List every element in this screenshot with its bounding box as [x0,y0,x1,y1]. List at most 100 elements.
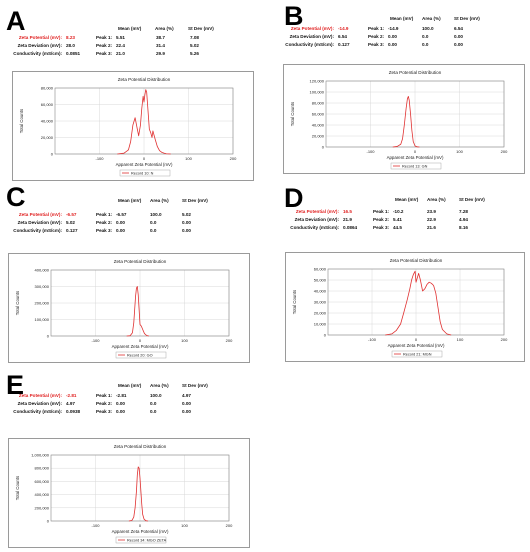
x-tick-label: 100 [456,149,463,154]
peak-area: 100.0 [150,212,162,217]
header-stdev: St Dev (mV) [188,26,214,31]
peak-area: 0.0 [422,42,429,47]
legend-label: Record 21: MGN [403,353,432,357]
legend-label: Record 20: GO [127,354,153,358]
y-tick-label: 200,000 [35,505,50,510]
legend-box [390,162,442,170]
stats-block: Mean (mV) Area (%) St Dev (mV) Zeta Pote… [10,198,250,243]
header-area: Area (%) [155,26,174,31]
chart-box: Zeta Potential Distribution 0 20,000 40,000… [12,71,254,181]
peak-label: Peak 3: [96,409,113,414]
y-tick-label: 60,000 [41,102,54,107]
chart-title: Zeta Potential Distribution [118,77,171,82]
y-tick-label: 400,000 [35,492,50,497]
y-tick-label: 120,000 [310,79,325,84]
y-tick-label: 100,000 [35,317,50,322]
plot-frame [50,454,230,522]
peak-label: Peak 2: [96,401,113,406]
chart-title: Zeta Potential Distribution [389,70,442,75]
y-axis-label: Total Counts [292,289,297,314]
peak-stdev: 0.00 [454,42,463,47]
x-tick-label: 100 [457,337,464,342]
peak-mean: 5.51 [116,35,125,40]
stats-block: Mean (mV) Area (%) St Dev (mV) Zeta Pote… [10,383,250,428]
header-stdev: St Dev (mV) [182,198,208,203]
y-axis-label: Total Counts [19,108,24,133]
peak-label: Peak 2: [96,220,113,225]
x-tick-label: -100 [91,523,100,528]
x-tick-label: -100 [91,338,100,343]
peak-stdev: 5.02 [182,212,191,217]
peak-area: 0.0 [422,34,429,39]
peak-stdev: 0.00 [182,220,191,225]
peak-mean: -2.81 [116,393,127,398]
legend-label: Record 34: MGO ZETA [127,539,167,543]
x-axis-label: Apparent Zeta Potential (mV) [112,344,169,349]
peak-stdev: 5.26 [190,51,199,56]
chart-title: Zeta Potential Distribution [114,444,167,449]
conductivity-value: 0.0938 [66,409,81,414]
y-axis-label: Total Counts [15,475,20,500]
y-tick-label: 0 [324,333,327,338]
y-tick-label: 60,000 [314,267,327,272]
peak-mean: 0.00 [116,409,125,414]
zeta-deviation-label: Zeta Deviation (mV): [17,220,62,225]
series-line [117,89,171,155]
header-stdev: St Dev (mV) [182,383,208,388]
peak-area: 31.4 [156,43,165,48]
peak-label: Peak 1: [96,212,113,217]
peak-stdev: 4.97 [182,393,191,398]
peak-stdev: 4.94 [459,217,468,222]
y-tick-label: 50,000 [314,278,327,283]
peak-stdev: 0.00 [182,401,191,406]
series-line [392,95,420,148]
y-tick-label: 20,000 [312,134,325,139]
zeta-distribution-chart: Zeta Potential Distribution 0 20,000 40,000… [290,70,508,170]
peak-area: 29.9 [156,51,165,56]
peak-mean: 0.00 [388,34,397,39]
chart-title: Zeta Potential Distribution [390,258,443,263]
peak-mean: 0.00 [116,228,125,233]
legend-box [391,350,443,358]
peak-mean: 0.00 [116,220,125,225]
series-line [385,270,452,336]
peak-label: Peak 2: [96,43,113,48]
conductivity-label: Conductivity (mS/cm): [290,225,339,230]
x-tick-label: 0 [414,149,417,154]
panel-letter: D [284,183,304,213]
header-stdev: St Dev (mV) [459,197,485,202]
peak-area: 0.0 [150,401,157,406]
zeta-deviation-value: 6.54 [338,34,347,39]
x-tick-label: 100 [181,523,188,528]
plot-frame [327,268,505,336]
header-area: Area (%) [422,16,441,21]
y-tick-label: 800,000 [35,466,50,471]
y-tick-label: 100,000 [310,90,325,95]
peak-mean: 0.00 [388,42,397,47]
zeta-deviation-label: Zeta Deviation (mV): [17,43,62,48]
peak-area: 100.0 [150,393,162,398]
peak-label: Peak 1: [373,209,390,214]
legend-label: Record 13: GN [402,165,428,169]
y-tick-label: 0 [51,152,54,157]
zeta-potential-label: Zeta Potential (mV): [18,393,62,398]
panel-letter: A [6,6,26,36]
conductivity-value: 0.0851 [66,51,81,56]
y-tick-label: 40,000 [312,123,325,128]
peak-label: Peak 3: [368,42,385,47]
peak-mean: 0.00 [116,401,125,406]
conductivity-label: Conductivity (mS/cm): [13,51,62,56]
y-tick-label: 0 [322,145,325,150]
x-tick-label: -100 [366,149,375,154]
stats-block: Mean (mV) Area (%) St Dev (mV) Zeta Pote… [287,197,527,242]
legend-box [119,169,171,177]
legend-label: Record 10: N [131,172,154,176]
peak-label: Peak 3: [96,228,113,233]
x-axis-label: Apparent Zeta Potential (mV) [388,343,445,348]
peak-area: 0.0 [150,409,157,414]
header-area: Area (%) [427,197,446,202]
zeta-distribution-chart: Zeta Potential Distribution 0 10,000 20,000… [292,258,508,358]
x-axis-label: Apparent Zeta Potential (mV) [112,529,169,534]
x-tick-label: 0 [143,156,146,161]
peak-stdev: 5.02 [190,43,199,48]
